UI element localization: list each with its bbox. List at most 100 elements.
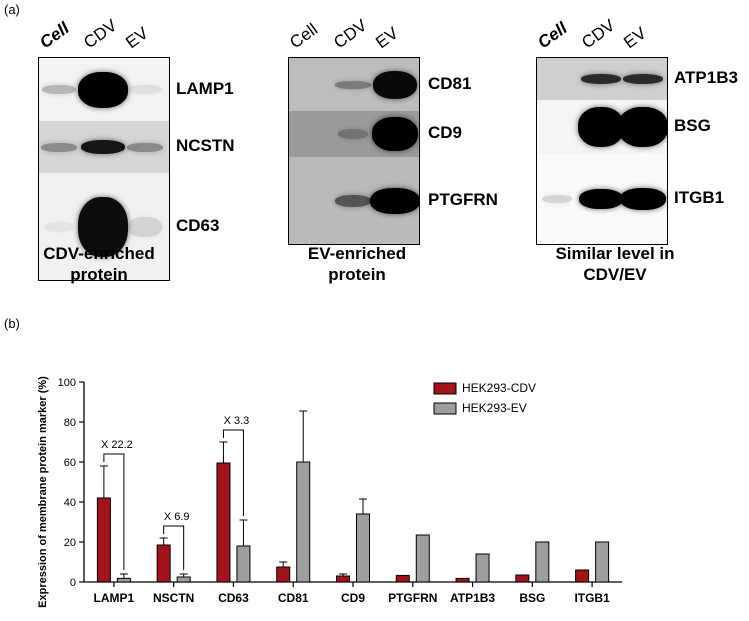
blot-caption: Similar level in CDV/EV (525, 243, 705, 285)
bar-hek293-cdv (336, 575, 350, 583)
legend-swatch (433, 382, 457, 395)
blot-strip (537, 58, 667, 100)
blot-band (44, 221, 74, 232)
bar-hek293-ev (356, 513, 370, 583)
lane-label-cdv: CDV (330, 15, 371, 53)
y-tick-label: 60 (64, 457, 76, 469)
blot-band (623, 74, 663, 84)
marker-label: ITGB1 (674, 188, 725, 207)
lane-label-cell: Cell (36, 18, 73, 53)
caption-line-2: protein (328, 265, 386, 284)
blot-image (288, 57, 420, 245)
marker-label: CD9 (428, 123, 463, 142)
y-tick-label: 0 (70, 577, 76, 589)
bar-hek293-ev (116, 577, 131, 583)
marker-label: LAMP1 (176, 78, 234, 98)
blot-band (42, 85, 76, 94)
y-tick-label: 40 (64, 497, 76, 509)
panel-a-tag: (a) (4, 2, 20, 17)
legend-label: HEK293-CDV (462, 381, 536, 395)
bar-hek293-cdv (96, 497, 111, 583)
bar-hek293-ev (595, 541, 610, 583)
blot-band (581, 74, 621, 84)
blot-strip (289, 111, 419, 157)
caption-line-2: CDV/EV (583, 265, 647, 284)
bar-hek293-cdv (455, 577, 470, 583)
bar-hek293-ev (475, 553, 490, 583)
bar-hek293-cdv (395, 574, 410, 583)
blot-band (335, 194, 371, 207)
bar-hek293-ev (535, 541, 550, 583)
blot-band (78, 196, 128, 257)
fold-change-bracket (103, 453, 125, 570)
blot-image (536, 57, 668, 245)
x-tick-label: CD63 (218, 591, 249, 605)
bar-hek293-cdv (575, 569, 590, 583)
blot-band (128, 216, 162, 237)
lane-label-cdv: CDV (80, 15, 121, 53)
blot-band (370, 187, 419, 214)
bar-hek293-ev (176, 576, 191, 583)
blot-band (78, 71, 128, 108)
x-tick-label: PTGFRN (388, 591, 437, 605)
blot-strip (289, 58, 419, 111)
blot-band (81, 140, 125, 154)
fold-change-label: X 22.2 (101, 439, 133, 451)
caption-line-1: Similar level in (555, 244, 675, 263)
x-tick-label: LAMP1 (94, 591, 135, 605)
x-tick-label: CD9 (341, 591, 365, 605)
marker-label: ATP1B3 (674, 68, 738, 87)
x-tick-label: NSCTN (153, 591, 194, 605)
bar-hek293-cdv (276, 566, 291, 583)
y-axis-label: Expression of membrane protein marker (%… (37, 376, 49, 608)
blot-band (620, 188, 666, 210)
marker-label: NCSTN (176, 136, 235, 155)
blot-strip (39, 58, 169, 121)
y-tick-label: 20 (64, 537, 76, 549)
bar-hek293-cdv (515, 574, 530, 583)
fold-change-bracket (222, 429, 244, 516)
blot-band (338, 129, 368, 139)
x-tick-label: ITGB1 (574, 591, 610, 605)
lane-label-ev: EV (372, 23, 402, 53)
blot-strip (39, 121, 169, 173)
bar-hek293-cdv (156, 544, 171, 583)
y-tick-label: 80 (64, 417, 76, 429)
blot-strip (537, 100, 667, 154)
panel-b-tag: (b) (4, 316, 20, 331)
blot-band (372, 117, 418, 151)
x-tick-label: BSG (519, 591, 545, 605)
legend-swatch (433, 402, 457, 415)
legend-label: HEK293-EV (462, 401, 527, 415)
blot-band (127, 142, 163, 152)
caption-line-2: protein (70, 265, 128, 284)
blot-band (335, 80, 371, 89)
marker-label: BSG (674, 116, 711, 135)
lane-label-cell: Cell (286, 19, 322, 53)
blot-strip (289, 157, 419, 244)
bar-hek293-ev (415, 534, 430, 583)
blot-band (128, 85, 162, 94)
marker-label: CD81 (428, 73, 472, 93)
lane-label-ev: EV (122, 23, 152, 53)
blot-band (542, 195, 572, 203)
blot-image (38, 57, 170, 281)
x-tick-label: ATP1B3 (450, 591, 495, 605)
fold-change-label: X 6.9 (164, 511, 190, 523)
blot-strip (39, 173, 169, 280)
blot-band (578, 107, 624, 147)
bar-hek293-cdv (216, 462, 231, 583)
blot-band (41, 142, 77, 152)
blot-caption: CDV-enriched protein (14, 243, 184, 285)
blot-caption: EV-enriched protein (272, 243, 442, 285)
fold-change-bracket (163, 525, 185, 570)
bar-chart: 0 20 40 60 80 100 Expression of membrane prote… (37, 376, 622, 608)
caption-line-1: CDV-enriched (43, 244, 155, 263)
lane-label-cdv: CDV (578, 15, 619, 53)
blot-band (373, 70, 417, 99)
bar-hek293-ev (236, 545, 251, 583)
lane-label-cell: Cell (534, 18, 571, 53)
caption-line-1: EV-enriched (307, 244, 407, 263)
x-tick-label: CD81 (278, 591, 309, 605)
blot-strip (537, 154, 667, 244)
